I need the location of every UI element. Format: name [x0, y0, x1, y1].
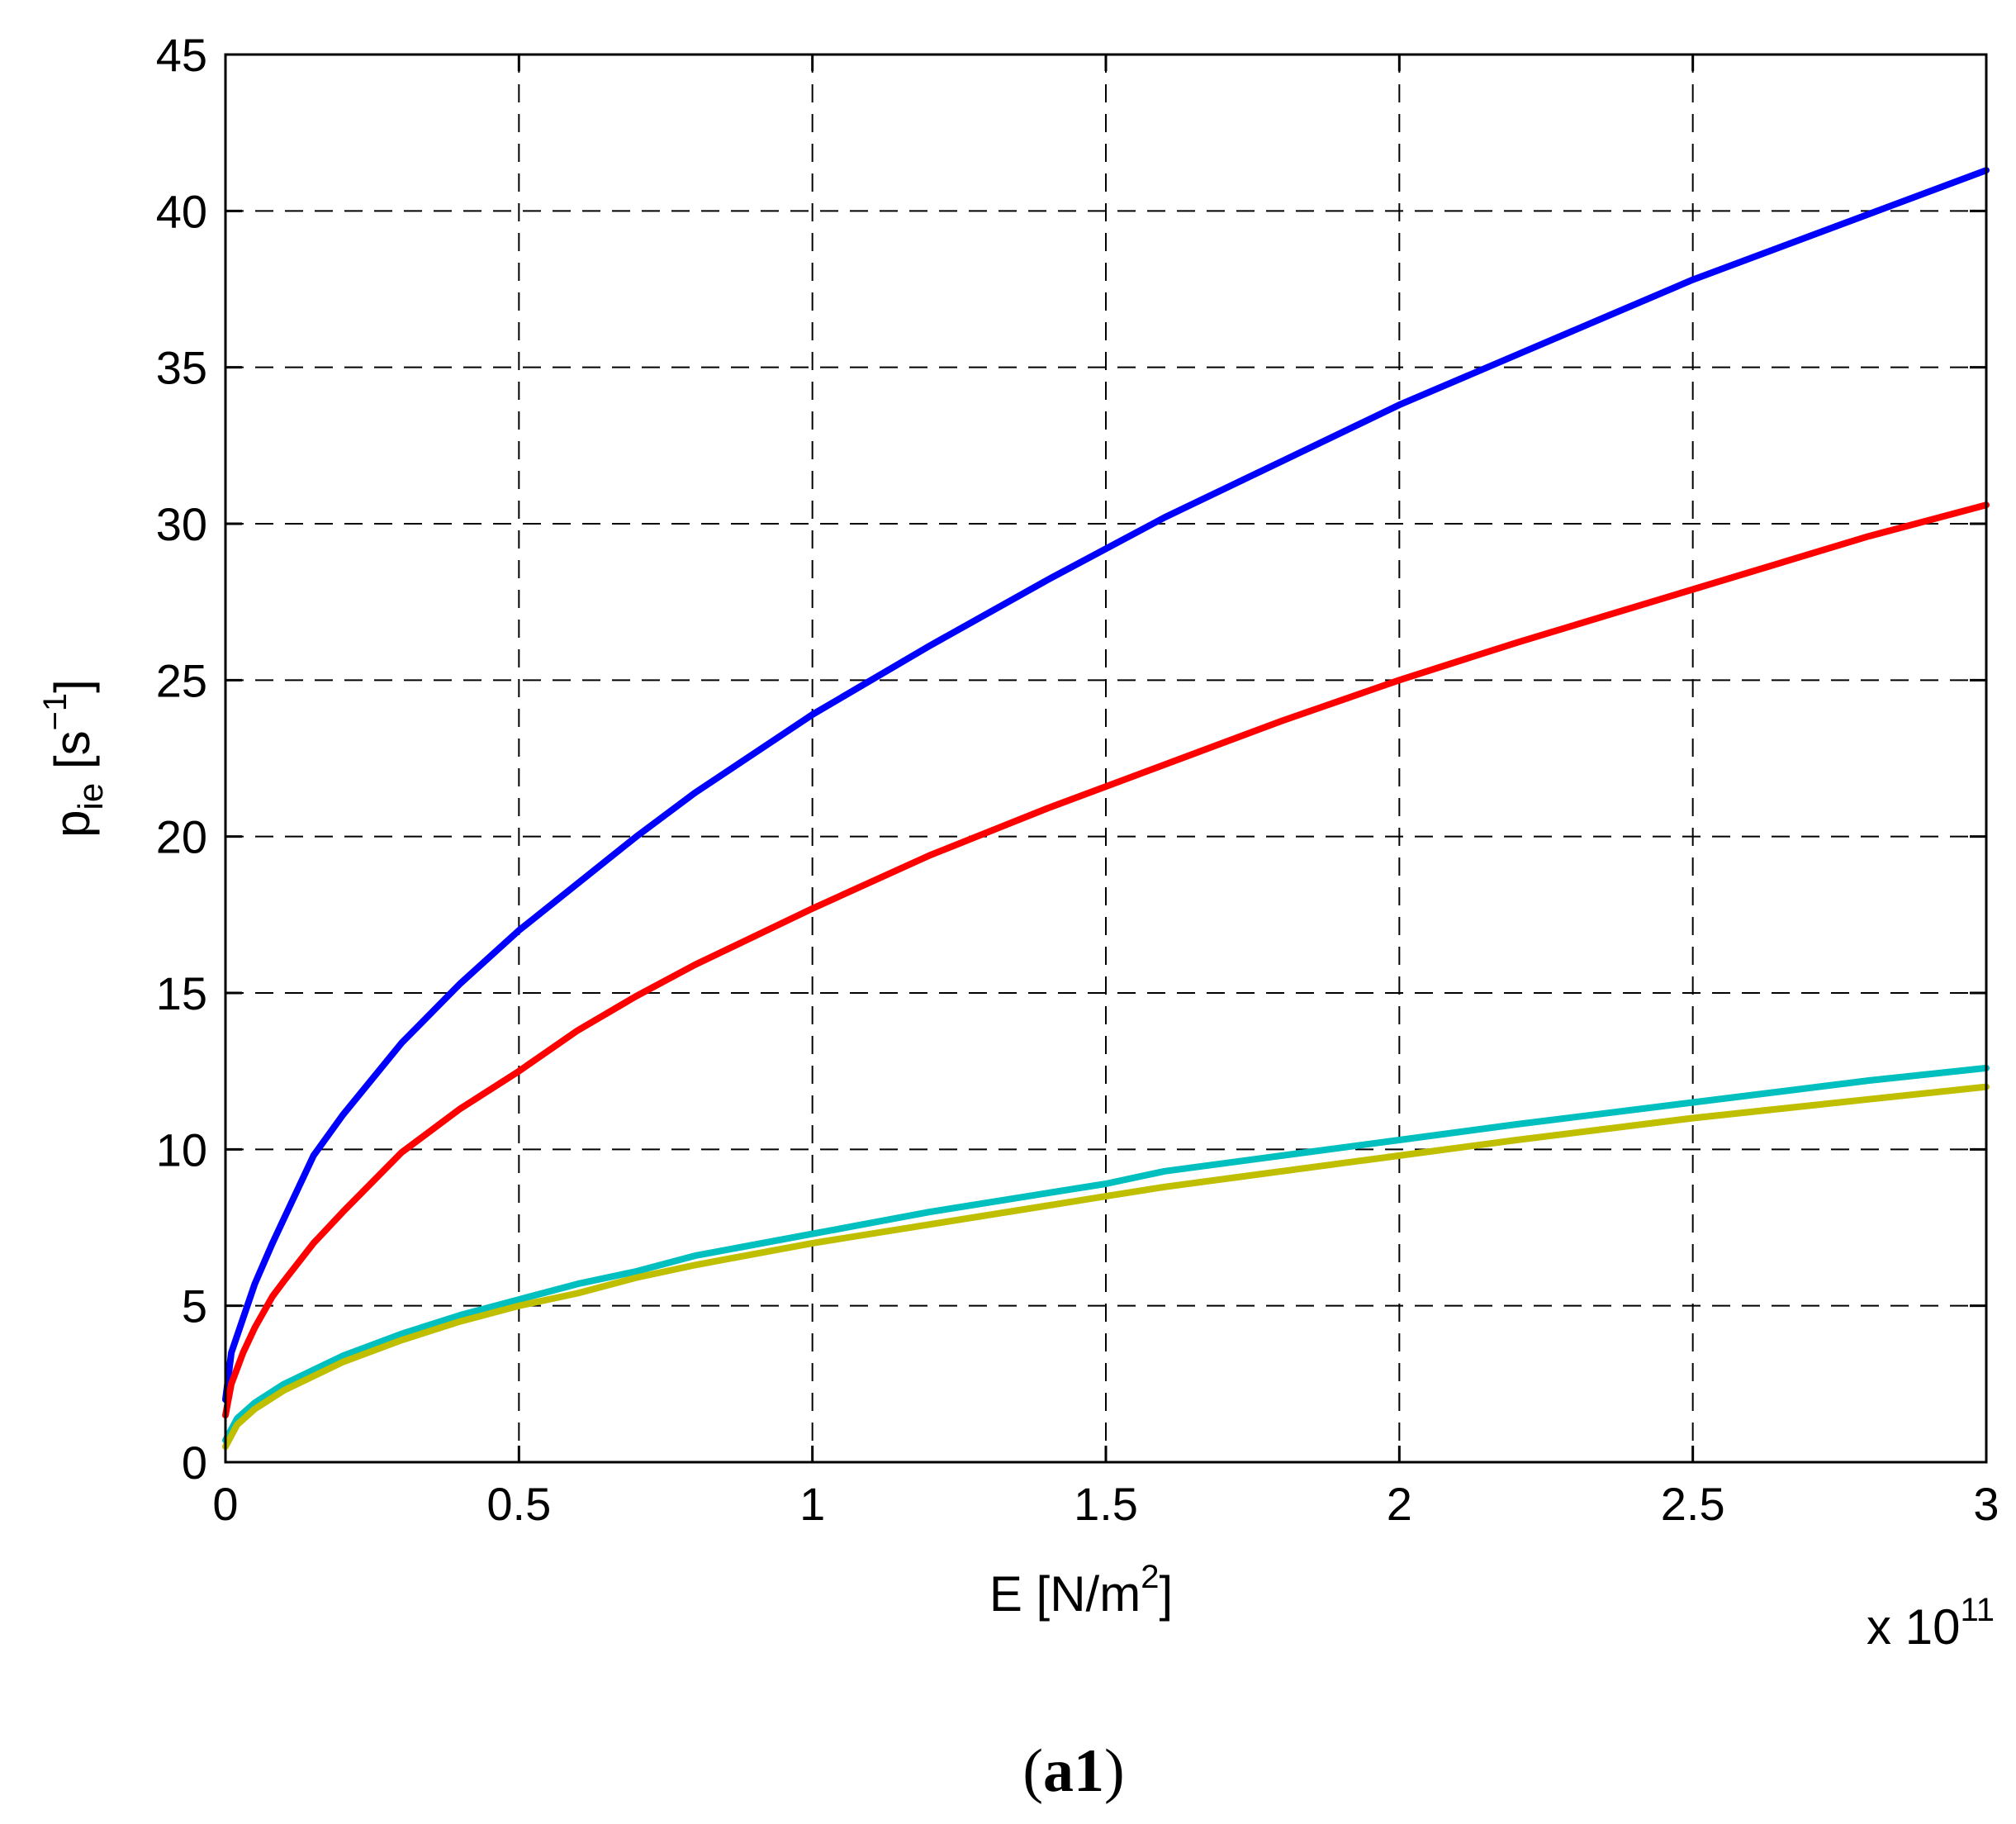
- caption-open-paren: (: [1022, 1737, 1043, 1805]
- y-tick-label: 0: [182, 1437, 207, 1489]
- series-line-2: [222, 501, 1990, 1419]
- y-axis-label-mid: [s: [45, 730, 100, 782]
- y-tick-label: 45: [156, 29, 207, 81]
- y-axis-label-tail: ]: [45, 679, 100, 693]
- figure-caption: (a1): [1022, 1737, 1124, 1805]
- series-line-4: [222, 1083, 1990, 1451]
- series-line-3: [222, 1064, 1990, 1444]
- x-axis-label-base: E [N/m: [989, 1566, 1141, 1622]
- x-tick-label: 1: [799, 1478, 825, 1530]
- series-lines: [222, 167, 1990, 1451]
- y-tick-label: 25: [156, 654, 207, 706]
- caption-close-paren: ): [1104, 1737, 1125, 1805]
- x-axis-multiplier: x 1011: [1867, 1592, 1995, 1655]
- x-tick-label: 2: [1387, 1478, 1412, 1530]
- x-tick-label: 2.5: [1661, 1478, 1725, 1530]
- x-tick-label: 0: [212, 1478, 238, 1530]
- x-axis-label-sup: 2: [1141, 1559, 1159, 1595]
- x-tick-label: 1.5: [1074, 1478, 1138, 1530]
- y-axis-label: pie [s−1]: [37, 679, 110, 838]
- x-axis-label: E [N/m2]: [989, 1559, 1173, 1622]
- y-tick-label: 5: [182, 1280, 207, 1332]
- y-tick-label: 35: [156, 342, 207, 394]
- x-tick-label: 3: [1973, 1478, 1999, 1530]
- y-tick-label: 30: [156, 498, 207, 550]
- y-tick-label: 10: [156, 1123, 207, 1176]
- y-tick-label: 15: [156, 967, 207, 1019]
- x-axis-multiplier-exponent: 11: [1960, 1592, 1995, 1628]
- x-axis-multiplier-base: x 10: [1867, 1599, 1960, 1655]
- y-tick-label: 40: [156, 185, 207, 237]
- y-axis-label-sup: −1: [37, 693, 74, 731]
- x-tick-label: 0.5: [486, 1478, 551, 1530]
- x-axis-label-tail: ]: [1159, 1566, 1173, 1622]
- grid-lines: [225, 55, 1986, 1462]
- series-line-1: [222, 167, 1990, 1404]
- y-tick-label: 20: [156, 811, 207, 863]
- y-axis-label-sub: ie: [71, 783, 110, 810]
- caption-label: a1: [1043, 1737, 1104, 1805]
- y-axis-label-base: p: [45, 810, 100, 837]
